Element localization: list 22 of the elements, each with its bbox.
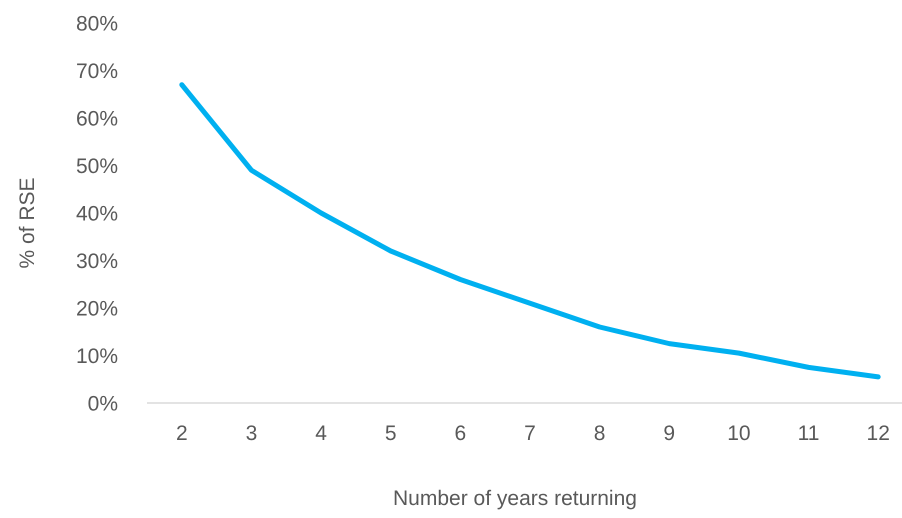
x-axis-title: Number of years returning — [393, 487, 637, 510]
y-tick-label: 80% — [76, 12, 118, 36]
x-tick-label: 8 — [594, 422, 606, 445]
y-axis-title: % of RSE — [16, 177, 39, 269]
x-tick-label: 7 — [524, 422, 536, 445]
x-tick-label: 9 — [663, 422, 676, 445]
x-tick-label: 6 — [454, 422, 466, 445]
y-tick-label: 20% — [76, 298, 118, 321]
y-tick-label: 50% — [76, 155, 118, 178]
y-tick-label: 30% — [76, 250, 118, 274]
y-tick-label: 60% — [76, 108, 118, 131]
x-tick-label: 2 — [176, 422, 188, 445]
x-tick-label: 10 — [727, 422, 751, 445]
y-tick-label: 70% — [76, 60, 118, 84]
y-tick-label: 10% — [76, 345, 118, 368]
x-tick-label: 5 — [384, 422, 397, 445]
y-tick-label: 40% — [76, 202, 118, 226]
x-tick-label: 11 — [798, 422, 820, 445]
x-tick-label: 4 — [315, 422, 328, 445]
x-tick-label: 12 — [866, 422, 890, 445]
y-tick-label: 0% — [88, 392, 118, 416]
x-tick-label: 3 — [246, 422, 258, 445]
